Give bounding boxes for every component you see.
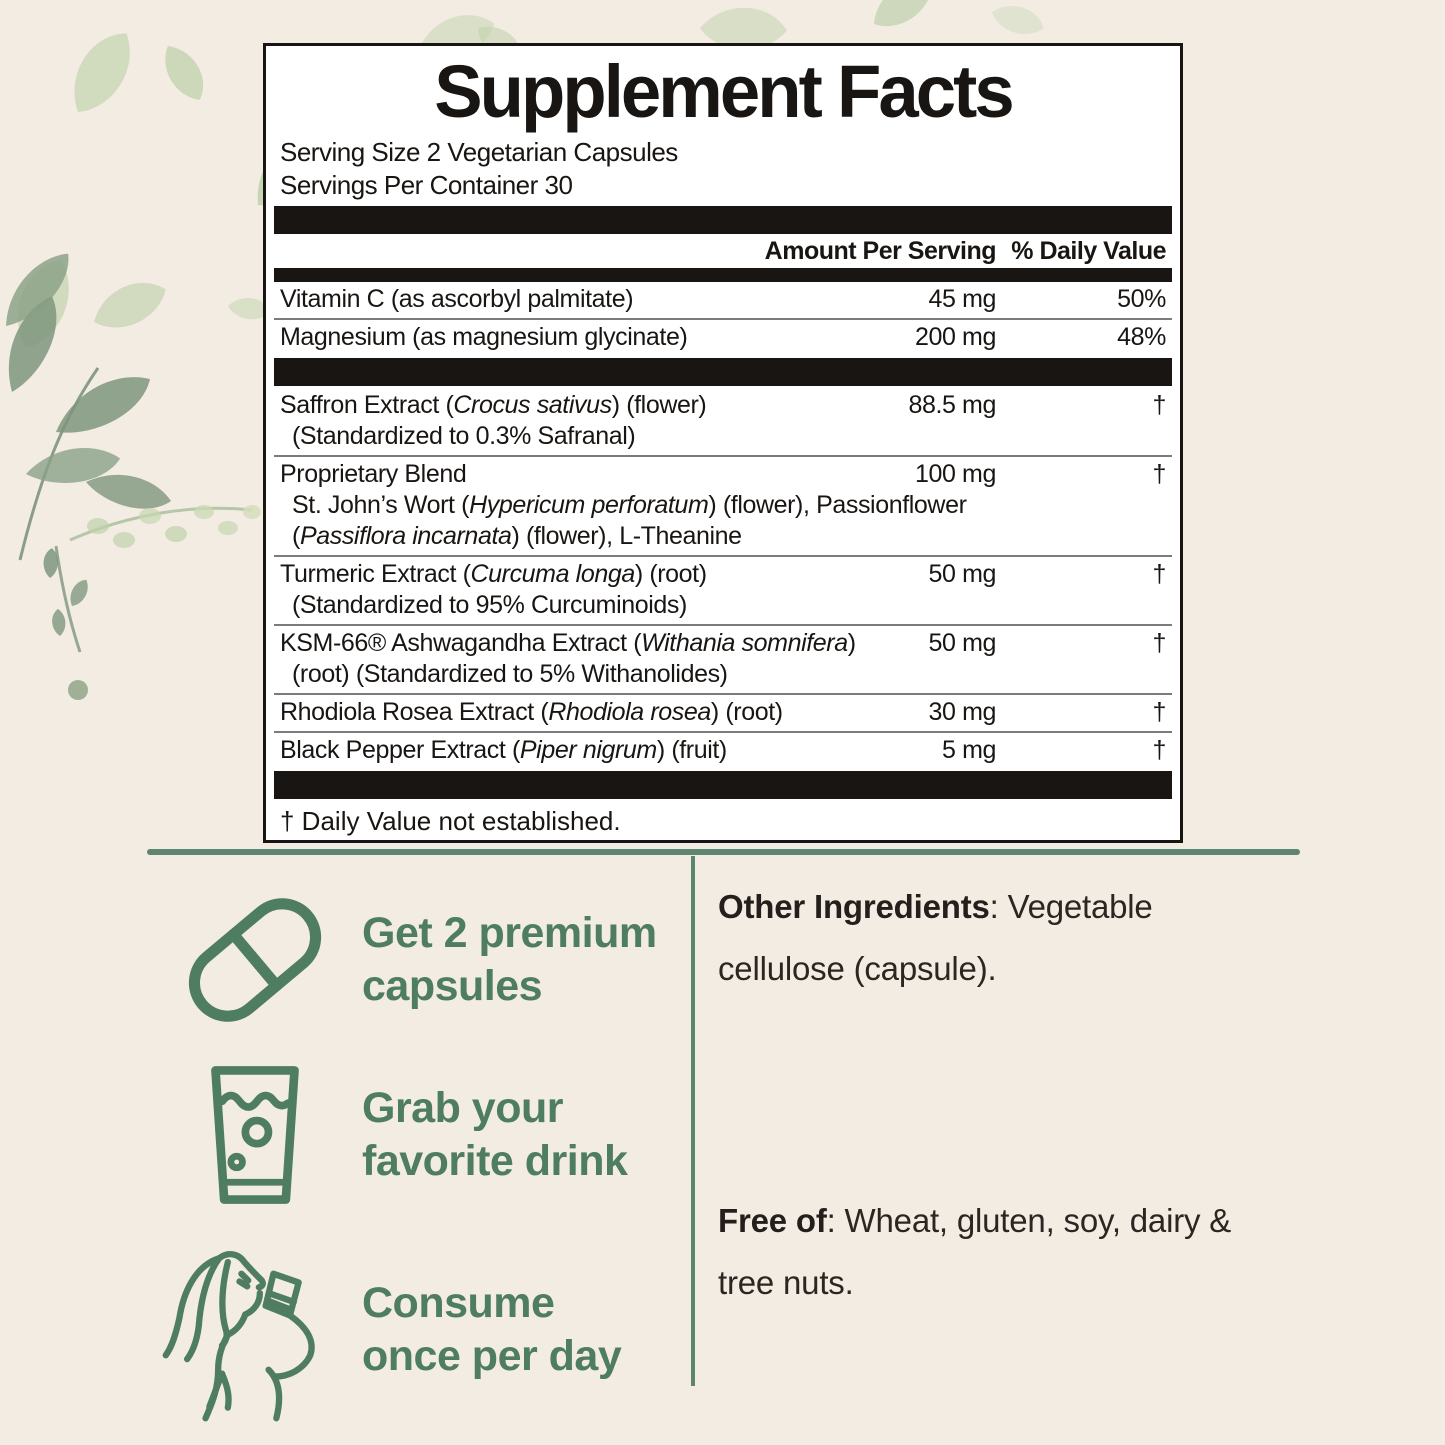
- free-of-text: Free of: Wheat, gluten, soy, dairy & tre…: [718, 1190, 1278, 1314]
- ingredient-row: Vitamin C (as ascorbyl palmitate) 45 mg 50…: [274, 282, 1172, 318]
- step-item-consume: Consume once per day: [148, 1234, 693, 1426]
- ingredient-subtext: (Standardized to 95% Curcuminoids): [292, 591, 687, 619]
- ingredient-row: Turmeric Extract (Curcuma longa) (root) 5…: [274, 555, 1172, 624]
- ingredient-row: Proprietary Blend 100 mg † St. John’s Wort …: [274, 455, 1172, 555]
- ingredient-rows: Vitamin C (as ascorbyl palmitate) 45 mg 50…: [274, 282, 1172, 769]
- step-label-line: capsules: [362, 962, 543, 1010]
- capsule-icon: [148, 879, 362, 1041]
- serving-size: Serving Size 2 Vegetarian Capsules: [280, 137, 678, 167]
- step-item-capsules: Get 2 premium capsules: [148, 870, 693, 1050]
- servings-per-container: Servings Per Container 30: [280, 170, 573, 200]
- ingredient-subtext: (Passiflora incarnata) (flower), L-Thean…: [292, 522, 742, 550]
- amount-column-header: Amount Per Serving: [764, 236, 997, 265]
- free-of-lead: Free of: [718, 1202, 827, 1239]
- other-ingredients-text: Other Ingredients: Vegetable cellulose (…: [718, 876, 1278, 1000]
- step-label-line: once per day: [362, 1332, 622, 1380]
- ingredient-subtext: St. John’s Wort (Hypericum perforatum) (…: [292, 491, 967, 519]
- ingredient-name: Turmeric Extract (Curcuma longa) (root): [280, 560, 707, 588]
- ingredient-amount: 45 mg: [928, 285, 997, 313]
- ingredient-daily-value: †: [1152, 560, 1166, 588]
- step-label: Get 2 premium capsules: [362, 907, 657, 1013]
- step-label-line: Get 2 premium: [362, 909, 657, 957]
- ingredient-name: Magnesium (as magnesium glycinate): [280, 323, 688, 351]
- ingredient-daily-value: †: [1152, 391, 1166, 419]
- section-divider-horizontal: [147, 849, 1300, 855]
- ingredient-row: Saffron Extract (Crocus sativus) (flower…: [274, 388, 1172, 455]
- other-ingredients-lead: Other Ingredients: [718, 888, 990, 925]
- step-label: Grab your favorite drink: [362, 1082, 628, 1188]
- ingredient-name: Rhodiola Rosea Extract (Rhodiola rosea) …: [280, 698, 783, 726]
- step-label-line: favorite drink: [362, 1137, 628, 1185]
- ingredient-amount: 88.5 mg: [908, 391, 996, 419]
- supplement-facts-panel: Supplement Facts Serving Size 2 Vegetari…: [263, 43, 1183, 843]
- ingredient-name: Vitamin C (as ascorbyl palmitate): [280, 285, 634, 313]
- bottom-bar: [274, 771, 1172, 799]
- ingredient-amount: 5 mg: [942, 736, 996, 764]
- ingredient-amount: 30 mg: [928, 698, 997, 726]
- header-bar: [274, 206, 1172, 234]
- ingredient-amount: 50 mg: [928, 560, 997, 588]
- ingredient-row: Magnesium (as magnesium glycinate) 200 mg…: [274, 318, 1172, 356]
- ingredient-row: KSM-66® Ashwagandha Extract (Withania so…: [274, 624, 1172, 693]
- ingredient-name: Black Pepper Extract (Piper nigrum) (fru…: [280, 736, 727, 764]
- ingredient-amount: 200 mg: [915, 323, 996, 351]
- step-label-line: Grab your: [362, 1084, 564, 1132]
- ingredient-name: KSM-66® Ashwagandha Extract (Withania so…: [280, 629, 856, 657]
- daily-value-footnote: † Daily Value not established.: [280, 806, 621, 836]
- ingredient-subtext: (root) (Standardized to 5% Withanolides): [292, 660, 728, 688]
- steps-list: Get 2 premium capsules Grab your favorit…: [148, 870, 693, 1426]
- ingredient-daily-value: †: [1152, 629, 1166, 657]
- step-label-line: Consume: [362, 1279, 555, 1327]
- ingredient-daily-value: †: [1152, 736, 1166, 764]
- step-label: Consume once per day: [362, 1277, 622, 1383]
- drink-glass-icon: [148, 1061, 362, 1209]
- separator-bar: [274, 358, 1172, 386]
- ingredient-amount: 100 mg: [915, 460, 996, 488]
- supplement-facts-title: Supplement Facts: [434, 50, 1015, 133]
- header-underline-bar: [274, 268, 1172, 282]
- ingredient-daily-value: 48%: [1117, 323, 1166, 351]
- daily-value-column-header: % Daily Value: [1011, 236, 1166, 265]
- column-headers: Amount Per Serving % Daily Value: [274, 234, 1172, 268]
- free-of-rest: : Wheat, gluten, soy, dairy & tree nuts.: [718, 1202, 1232, 1301]
- section-divider-vertical: [691, 856, 695, 1386]
- ingredient-daily-value: †: [1152, 698, 1166, 726]
- ingredient-daily-value: †: [1152, 460, 1166, 488]
- ingredient-amount: 50 mg: [928, 629, 997, 657]
- woman-drinking-icon: [148, 1233, 362, 1427]
- step-item-drink: Grab your favorite drink: [148, 1060, 693, 1210]
- ingredient-name: Proprietary Blend: [280, 460, 467, 488]
- ingredient-name: Saffron Extract (Crocus sativus) (flower…: [280, 391, 707, 419]
- decorative-leaves: [0, 0, 1049, 700]
- ingredient-row: Black Pepper Extract (Piper nigrum) (fru…: [274, 731, 1172, 769]
- other-ingredients-rest: : Vegetable cellulose (capsule).: [718, 888, 1153, 987]
- ingredient-daily-value: 50%: [1117, 285, 1166, 313]
- ingredient-subtext: (Standardized to 0.3% Safranal): [292, 422, 636, 450]
- ingredient-row: Rhodiola Rosea Extract (Rhodiola rosea) …: [274, 693, 1172, 731]
